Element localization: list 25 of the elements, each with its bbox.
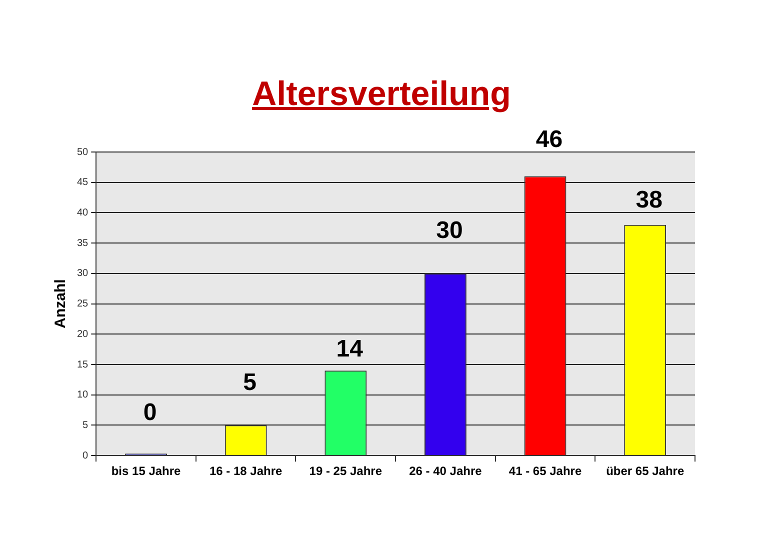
y-tick-label: 35 (77, 238, 89, 249)
x-tick-label: 41 - 65 Jahre (508, 464, 582, 478)
y-tick-label: 15 (77, 359, 89, 370)
data-label: 38 (636, 186, 662, 214)
data-label: 14 (336, 336, 364, 363)
x-tick-label: 19 - 25 Jahre (309, 464, 382, 478)
y-tick-label: 25 (77, 298, 89, 310)
data-label: 5 (243, 368, 257, 396)
data-label: 46 (536, 126, 563, 153)
data-label: 30 (436, 217, 463, 244)
chart-title: Altersverteilung (251, 74, 512, 114)
x-tick-label: über 65 Jahre (606, 464, 684, 478)
y-axis-title: Anzahl (52, 279, 70, 328)
y-tick-label: 30 (77, 268, 89, 280)
x-tick-label: 16 - 18 Jahre (209, 464, 283, 478)
data-label: 0 (143, 399, 157, 426)
x-tick-label: 26 - 40 Jahre (409, 464, 482, 478)
y-tick-label: 40 (77, 207, 89, 218)
y-tick-label: 0 (82, 450, 89, 462)
y-tick-label: 20 (77, 328, 89, 340)
y-tick-label: 50 (77, 146, 89, 158)
x-tick-label: bis 15 Jahre (111, 464, 182, 478)
y-tick-label: 45 (77, 177, 89, 188)
y-tick-label: 10 (77, 390, 89, 401)
y-tick-label: 5 (82, 420, 89, 431)
